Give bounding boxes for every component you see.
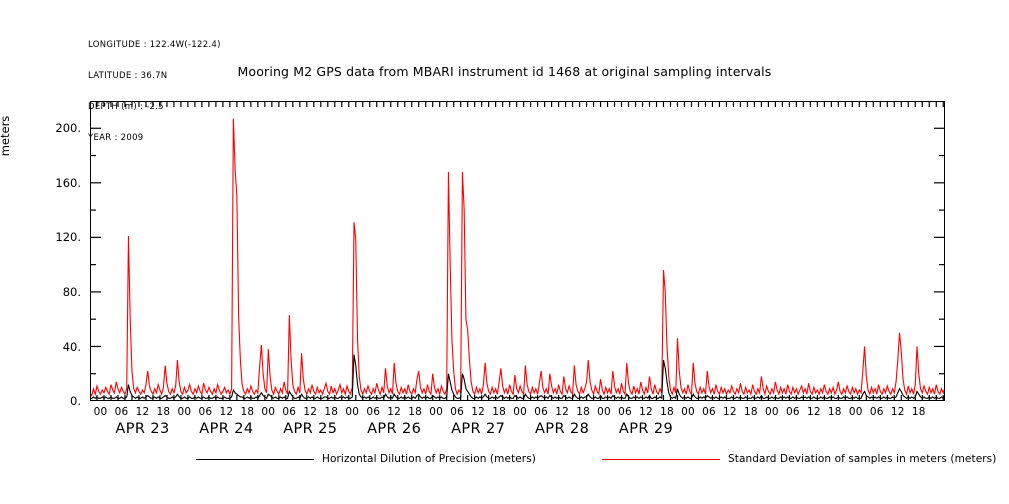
x-tick-label-hour: 00 (93, 406, 108, 418)
legend-swatch-hdop-icon (196, 458, 314, 460)
x-tick-label-hour: 06 (702, 406, 716, 418)
x-tick-label-hour: 00 (345, 406, 360, 418)
y-tick-label: 160. (55, 175, 81, 190)
y-axis-ticks: 0. 40. 80. 120. 160. 200. (0, 101, 90, 408)
legend: Horizontal Dilution of Precision (meters… (0, 450, 1009, 472)
x-tick-label-hour: 12 (219, 406, 234, 418)
legend-label-standard-deviation: Standard Deviation of samples in meters … (728, 453, 997, 465)
x-tick-label-hour: 18 (408, 406, 423, 418)
legend-entry-standard-deviation: Standard Deviation of samples in meters … (602, 450, 996, 468)
x-tick-label-hour: 18 (576, 406, 590, 418)
legend-swatch-standard-deviation-icon (602, 458, 720, 460)
x-tick-label-hour: 12 (135, 406, 150, 418)
x-tick-label-hour: 12 (471, 406, 486, 418)
metadata-longitude: LONGITUDE : 122.4W(-122.4) (88, 39, 221, 50)
x-tick-label-hour: 18 (660, 406, 674, 418)
x-tick-label-hour: 06 (366, 406, 381, 418)
x-tick-label-hour: 06 (534, 406, 548, 418)
x-tick-label-day: APR 24 (199, 421, 254, 437)
x-tick-label-hour: 00 (429, 406, 444, 418)
metadata-year: YEAR : 2009 (88, 133, 144, 144)
metadata-block: LONGITUDE : 122.4W(-122.4) LATITUDE : 36… (88, 19, 221, 165)
y-tick-label: 0. (70, 394, 81, 408)
x-tick-label-hour: 18 (492, 406, 506, 418)
x-axis-day-labels: APR 23 APR 24 APR 25 APR 26 APR 27 APR 28 APR … (90, 421, 945, 441)
x-tick-label-hour: 12 (807, 406, 821, 418)
x-tick-label-hour: 12 (723, 406, 737, 418)
x-tick-label-hour: 12 (387, 406, 402, 418)
x-tick-label-day: APR 28 (534, 421, 590, 437)
x-tick-label-hour: 18 (911, 406, 926, 418)
y-tick-label: 120. (55, 230, 81, 245)
x-tick-label-hour: 06 (786, 406, 800, 418)
y-tick-label: 40. (62, 339, 81, 354)
x-tick-label-hour: 00 (177, 406, 192, 418)
x-tick-label-day: APR 29 (618, 421, 674, 437)
plot-area (90, 101, 945, 401)
chart-title: Mooring M2 GPS data from MBARI instrumen… (237, 64, 772, 79)
x-tick-label-day: APR 26 (367, 421, 422, 437)
x-axis-hour-labels: 00 06 12 18 00 06 12 18 00 06 12 18 00 06 12 18 00 06 12 18… (90, 406, 945, 426)
series-line-hdop (90, 354, 945, 400)
x-tick-label-hour: 12 (555, 406, 569, 418)
x-tick-label-hour: 06 (198, 406, 213, 418)
x-tick-label-hour: 00 (513, 406, 527, 418)
x-tick-label-hour: 06 (450, 406, 465, 418)
x-tick-label-hour: 06 (114, 406, 129, 418)
metadata-depth: DEPTH (m) : -2.5 (88, 102, 164, 113)
x-tick-label-day: APR 25 (283, 421, 338, 437)
x-tick-label-hour: 18 (156, 406, 171, 418)
x-tick-label-hour: 00 (597, 406, 611, 418)
y-tick-label: 80. (62, 284, 81, 299)
x-tick-label-hour: 06 (618, 406, 632, 418)
x-tick-label-hour: 18 (744, 406, 758, 418)
legend-label-hdop: Horizontal Dilution of Precision (meters… (322, 453, 536, 465)
y-tick-label: 200. (55, 121, 81, 136)
x-tick-label-hour: 12 (890, 406, 905, 418)
x-tick-label-hour: 18 (240, 406, 255, 418)
x-tick-label-hour: 06 (869, 406, 884, 418)
x-tick-label-hour: 06 (282, 406, 297, 418)
x-tick-label-hour: 18 (324, 406, 339, 418)
x-tick-label-hour: 18 (827, 406, 842, 418)
x-tick-label-hour: 00 (765, 406, 779, 418)
x-tick-label-hour: 00 (261, 406, 276, 418)
x-tick-label-day: APR 27 (451, 421, 506, 437)
legend-entry-hdop: Horizontal Dilution of Precision (meters… (196, 450, 536, 468)
x-tick-label-hour: 00 (681, 406, 695, 418)
x-tick-label-day: APR 23 (115, 421, 170, 437)
plot-frame (90, 101, 945, 401)
x-tick-label-hour: 00 (848, 406, 863, 418)
metadata-latitude: LATITUDE : 36.7N (88, 71, 168, 82)
x-tick-label-hour: 12 (303, 406, 318, 418)
series-line-standard-deviation (90, 118, 945, 397)
x-tick-label-hour: 12 (639, 406, 653, 418)
